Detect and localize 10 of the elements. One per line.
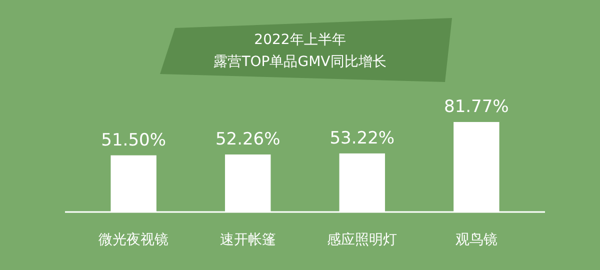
data-label: 51.50% [101, 130, 166, 150]
x-tick-label: 速开帐篷 [220, 232, 276, 248]
data-label: 81.77% [444, 97, 509, 117]
chart-subtitle: 露营TOP单品GMV同比增长 [214, 54, 386, 70]
data-label: 52.26% [215, 129, 280, 150]
chart-title: 2022年上半年 [254, 32, 346, 48]
data-label: 53.22% [330, 128, 395, 148]
x-tick-label: 微光夜视镜 [98, 232, 169, 248]
x-tick-label: 观鸟镜 [455, 232, 498, 248]
x-tick-label: 感应照明灯 [327, 232, 398, 248]
